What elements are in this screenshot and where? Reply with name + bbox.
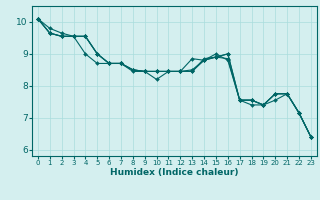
X-axis label: Humidex (Indice chaleur): Humidex (Indice chaleur) <box>110 168 239 177</box>
